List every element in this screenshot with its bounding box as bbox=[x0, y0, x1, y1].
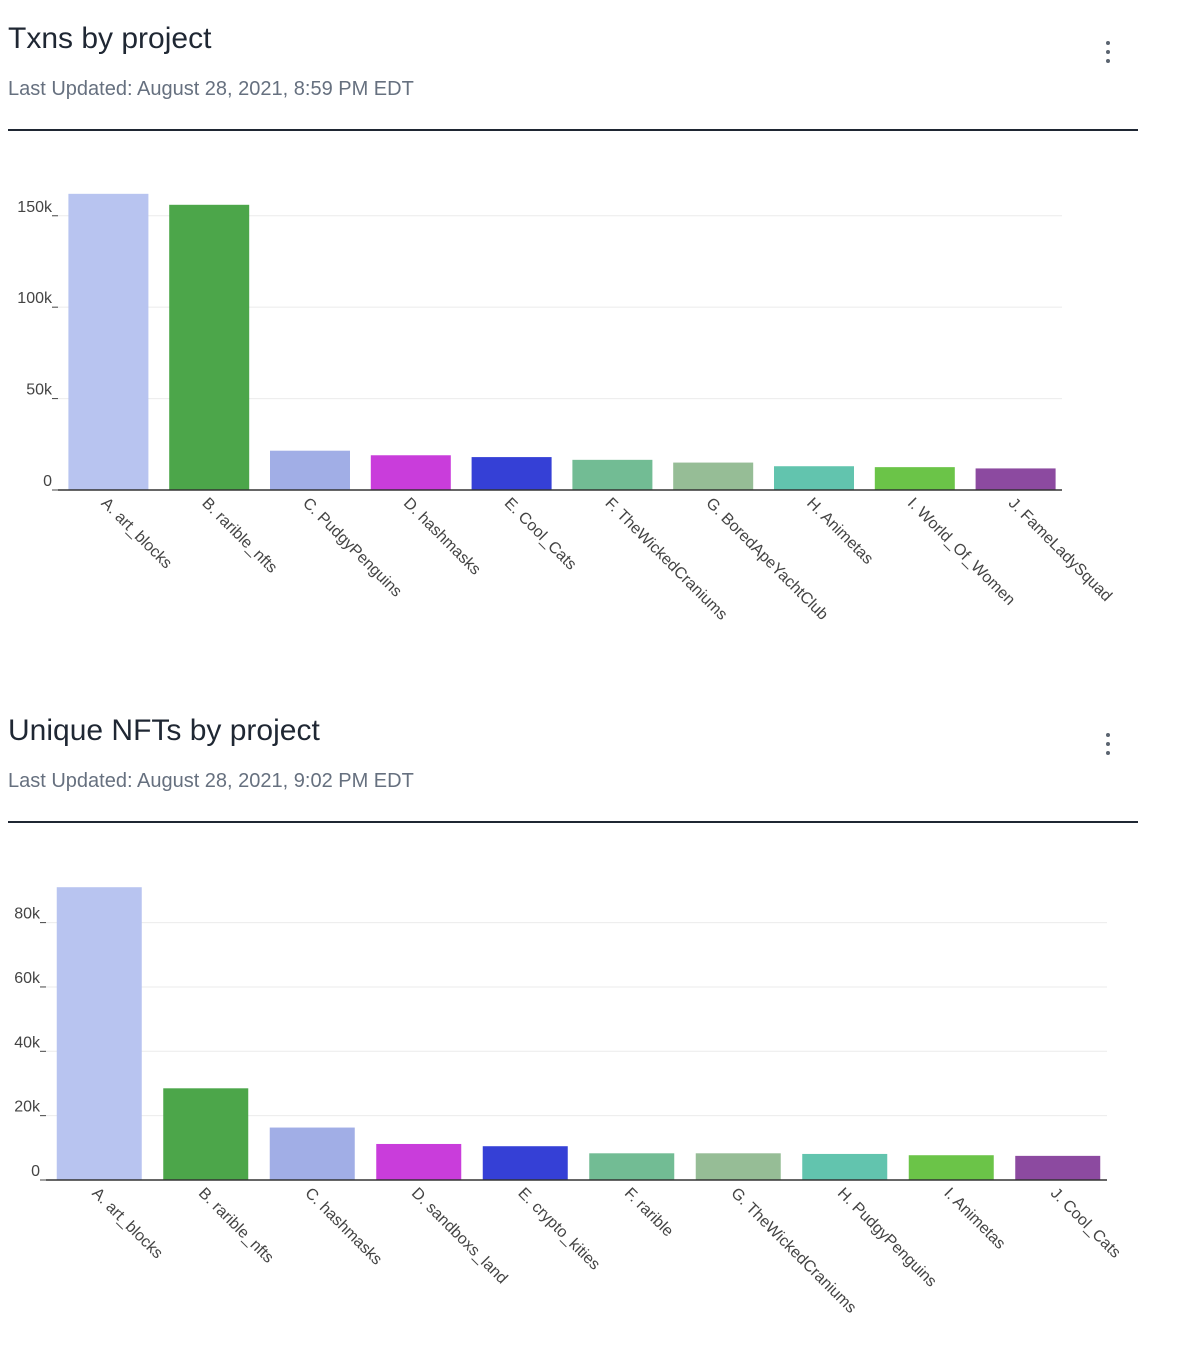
x-axis: A. art_blocks B. rarible_nfts C. hashmasks… bbox=[46, 1179, 1124, 1317]
x-tick-label: J. Cool_Cats bbox=[1047, 1185, 1124, 1262]
bar bbox=[376, 1143, 462, 1180]
kebab-menu-icon[interactable] bbox=[1096, 36, 1120, 68]
x-tick-label: C. hashmasks bbox=[301, 1185, 385, 1269]
x-tick-label: F. rarible bbox=[621, 1185, 676, 1240]
bar bbox=[68, 193, 149, 490]
bar bbox=[975, 468, 1056, 490]
x-tick-label: I. World_Of_Women bbox=[904, 495, 1018, 609]
bar bbox=[270, 450, 350, 490]
bars bbox=[68, 193, 1056, 490]
x-tick-label: E. Cool_Cats bbox=[501, 495, 580, 574]
x-tick-label: D. hashmasks bbox=[400, 495, 484, 579]
bar bbox=[471, 457, 552, 490]
bar-chart-unique-nfts: 0 20k 40k 60k 80k A. art_blocks B. rarible_nft… bbox=[14, 887, 1124, 1317]
panel-title: Txns by project bbox=[8, 22, 212, 55]
y-tick-label: 0 bbox=[31, 1163, 40, 1180]
bar-chart-txns: 0 50k 100k 150k A. art_blocks B. rarible_nfts… bbox=[17, 193, 1115, 624]
x-tick-label: H. PudgyPenguins bbox=[834, 1185, 940, 1291]
x-tick-label: A. art_blocks bbox=[88, 1185, 165, 1262]
x-axis: A. art_blocks B. rarible_nfts C. PudgyPeng… bbox=[58, 489, 1115, 624]
y-axis: 0 20k 40k 60k 80k bbox=[14, 906, 46, 1181]
bar bbox=[56, 887, 142, 1180]
y-tick-label: 100k bbox=[17, 290, 53, 307]
chart-card-unique-nfts: Unique NFTs by project Last Updated: Aug… bbox=[0, 692, 1196, 1370]
panel-title: Unique NFTs by project bbox=[8, 714, 320, 747]
bar bbox=[908, 1155, 994, 1180]
bar bbox=[695, 1153, 781, 1180]
bar bbox=[482, 1146, 568, 1180]
bar bbox=[370, 455, 451, 490]
x-tick-label: I. Animetas bbox=[940, 1185, 1008, 1253]
header-divider bbox=[8, 129, 1138, 131]
x-tick-label: E. crypto_kities bbox=[514, 1185, 603, 1274]
bar bbox=[572, 459, 653, 490]
x-tick-label: B. rarible_nfts bbox=[195, 1185, 277, 1267]
last-updated-text: Last Updated: August 28, 2021, 9:02 PM E… bbox=[8, 770, 414, 792]
x-tick-label: B. rarible_nfts bbox=[198, 495, 280, 577]
y-tick-label: 80k bbox=[14, 906, 41, 923]
header-divider bbox=[8, 821, 1138, 823]
last-updated-text: Last Updated: August 28, 2021, 8:59 PM E… bbox=[8, 78, 414, 100]
bar bbox=[169, 204, 250, 490]
bar bbox=[802, 1153, 888, 1180]
gridlines bbox=[46, 922, 1107, 1117]
bar bbox=[1015, 1155, 1101, 1180]
y-tick-label: 60k bbox=[14, 970, 41, 987]
y-tick-label: 0 bbox=[43, 473, 52, 490]
x-tick-label: G. TheWickedCraniums bbox=[727, 1185, 859, 1317]
y-axis: 0 50k 100k 150k bbox=[17, 199, 58, 491]
y-tick-label: 20k bbox=[14, 1099, 41, 1116]
bar bbox=[163, 1088, 249, 1180]
bars bbox=[56, 887, 1101, 1180]
bar bbox=[269, 1127, 355, 1180]
bar bbox=[589, 1153, 675, 1180]
chart-card-txns: Txns by project Last Updated: August 28,… bbox=[8, 22, 1138, 624]
y-tick-label: 150k bbox=[17, 199, 53, 216]
y-tick-label: 40k bbox=[14, 1034, 41, 1051]
bar bbox=[774, 466, 854, 490]
bar bbox=[673, 462, 754, 490]
y-tick-label: 50k bbox=[26, 382, 53, 399]
x-tick-label: H. Animetas bbox=[803, 495, 876, 568]
x-tick-label: C. PudgyPenguins bbox=[299, 495, 405, 601]
x-tick-label: D. sandboxs_land bbox=[408, 1185, 511, 1288]
bar bbox=[874, 467, 955, 490]
kebab-menu-icon[interactable] bbox=[1096, 728, 1120, 760]
x-tick-label: A. art_blocks bbox=[98, 495, 175, 572]
x-tick-label: J. FameLadySquad bbox=[1005, 495, 1115, 605]
